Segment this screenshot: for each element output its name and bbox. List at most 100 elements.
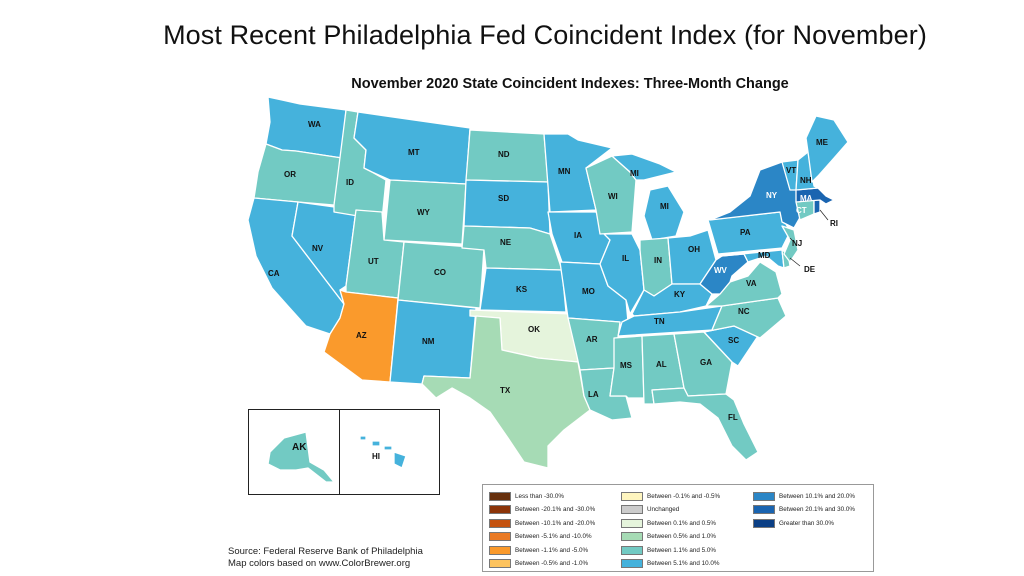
slide-title: Most Recent Philadelphia Fed Coincident …: [163, 20, 927, 50]
state-label-ma: MA: [800, 194, 813, 203]
legend-swatch: [621, 518, 643, 528]
legend-label: Between 1.1% and 5.0%: [647, 546, 716, 554]
legend-label: Between -10.1% and -20.0%: [515, 519, 596, 527]
state-me[interactable]: [805, 115, 849, 183]
state-label-ia: IA: [574, 231, 582, 240]
state-label-co: CO: [434, 268, 446, 277]
state-label-sc: SC: [728, 336, 739, 345]
legend-label: Between -20.1% and -30.0%: [515, 506, 596, 514]
legend-label: Between 0.5% and 1.0%: [647, 533, 716, 541]
state-hi[interactable]: [359, 435, 407, 469]
legend-swatch: [489, 518, 511, 528]
legend-swatch: [621, 532, 643, 542]
legend-label: Between 5.1% and 10.0%: [647, 560, 720, 568]
state-label-al: AL: [656, 360, 667, 369]
state-label-md: MD: [758, 251, 771, 260]
legend-item: Between -5.1% and -10.0%: [489, 531, 621, 544]
state-ma[interactable]: [795, 187, 835, 205]
legend-item: Between -20.1% and -30.0%: [489, 504, 621, 517]
state-label-mi-up: MI: [630, 169, 639, 178]
state-label-az: AZ: [356, 331, 367, 340]
state-mi[interactable]: [611, 153, 685, 241]
legend-swatch: [753, 491, 775, 501]
legend-swatch: [621, 491, 643, 501]
legend-swatch: [489, 559, 511, 569]
legend-item: Unchanged: [621, 504, 753, 517]
legend-swatch: [489, 505, 511, 515]
state-label-mo: MO: [582, 287, 595, 296]
state-label-nd: ND: [498, 150, 510, 159]
state-label-ne: NE: [500, 238, 512, 247]
state-label-oh: OH: [688, 245, 700, 254]
state-nj[interactable]: [781, 225, 799, 263]
legend-item: Between -1.1% and -5.0%: [489, 544, 621, 557]
state-label-mt: MT: [408, 148, 420, 157]
ri-leader-line: [819, 209, 829, 221]
state-label-hi: HI: [372, 452, 380, 461]
legend-swatch: [621, 545, 643, 555]
state-label-ar: AR: [586, 335, 598, 344]
source-line: Source: Federal Reserve Bank of Philadel…: [228, 546, 423, 557]
legend-swatch: [753, 518, 775, 528]
state-ak[interactable]: [267, 431, 335, 483]
state-label-or: OR: [284, 170, 296, 179]
state-label-la: LA: [588, 390, 599, 399]
state-wv[interactable]: [699, 253, 749, 295]
state-label-nh: NH: [800, 176, 812, 185]
state-label-in: IN: [654, 256, 662, 265]
hawaii-inset-frame: [340, 409, 440, 495]
state-label-nc: NC: [738, 307, 750, 316]
state-label-ut: UT: [368, 257, 379, 266]
state-label-nv: NV: [312, 244, 324, 253]
state-label-tx: TX: [500, 386, 511, 395]
map-source-note: Source: Federal Reserve Bank of Philadel…: [228, 546, 423, 569]
map-title: November 2020 State Coincident Indexes: …: [351, 76, 789, 92]
legend-swatch: [621, 559, 643, 569]
state-label-ny: NY: [766, 191, 778, 200]
state-label-ks: KS: [516, 285, 528, 294]
colorbrewer-credit-line: Map colors based on www.ColorBrewer.org: [228, 557, 411, 569]
state-label-va: VA: [746, 279, 757, 288]
state-label-pa: PA: [740, 228, 751, 237]
legend-swatch: [489, 545, 511, 555]
state-label-sd: SD: [498, 194, 509, 203]
legend-label: Between -0.5% and -1.0%: [515, 560, 589, 568]
legend-item: Between 0.1% and 0.5%: [621, 517, 753, 530]
legend-label: Greater than 30.0%: [779, 519, 834, 527]
state-il[interactable]: [599, 233, 645, 315]
state-label-ms: MS: [620, 361, 633, 370]
state-label-il: IL: [622, 254, 629, 263]
legend-label: Between -5.1% and -10.0%: [515, 533, 592, 541]
state-label-wy: WY: [417, 208, 431, 217]
state-tx[interactable]: [421, 315, 591, 469]
legend-label: Between 0.1% and 0.5%: [647, 519, 716, 527]
legend-swatch: [753, 505, 775, 515]
de-leader-line: [789, 257, 801, 267]
state-label-ok: OK: [528, 325, 540, 334]
state-label-tn: TN: [654, 317, 665, 326]
legend-swatch: [489, 491, 511, 501]
legend-item: Between 20.1% and 30.0%: [753, 504, 881, 517]
state-label-mi: MI: [660, 202, 669, 211]
state-label-ky: KY: [674, 290, 686, 299]
state-label-ct: CT: [796, 206, 807, 215]
legend-swatch: [489, 532, 511, 542]
state-label-wv: WV: [714, 266, 728, 275]
legend-swatch: [621, 505, 643, 515]
legend-item: Greater than 30.0%: [753, 517, 881, 530]
state-ks[interactable]: [479, 267, 567, 313]
state-ri[interactable]: [813, 199, 821, 215]
state-label-wa: WA: [308, 120, 321, 129]
legend-item: Between 0.5% and 1.0%: [621, 531, 753, 544]
state-label-ri: RI: [830, 219, 838, 228]
legend-label: Less than -30.0%: [515, 492, 565, 500]
state-label-fl: FL: [728, 413, 738, 422]
state-fl[interactable]: [651, 387, 759, 461]
state-label-id: ID: [346, 178, 354, 187]
legend-item: Between 5.1% and 10.0%: [621, 558, 753, 571]
legend-item: Between -0.1% and -0.5%: [621, 490, 753, 503]
legend-label: Unchanged: [647, 506, 680, 514]
state-label-me: ME: [816, 138, 829, 147]
state-label-nm: NM: [422, 337, 435, 346]
